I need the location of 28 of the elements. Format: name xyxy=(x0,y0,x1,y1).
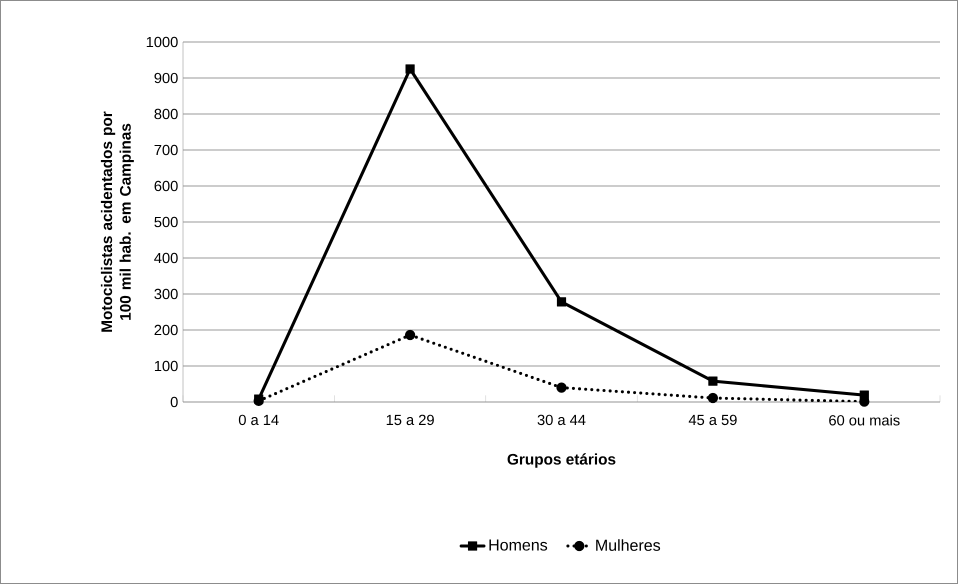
y-tick-label: 600 xyxy=(154,180,178,192)
point xyxy=(404,330,416,340)
y-tick-label: 400 xyxy=(154,252,178,264)
point xyxy=(860,390,869,400)
y-tick-label: 900 xyxy=(154,72,178,84)
point xyxy=(708,392,718,404)
y-axis-title: Motociclistas acidentados por 100 mil hab. em Campinas xyxy=(100,111,134,332)
y-tick-label: 700 xyxy=(154,144,178,156)
x-tick-label: 30 a 44 xyxy=(538,414,586,426)
y-tick-label: 800 xyxy=(154,108,178,120)
point xyxy=(708,376,718,386)
legend-label: Mulheres xyxy=(596,539,660,551)
point xyxy=(406,64,415,74)
x-tick-label: 0 a 14 xyxy=(238,414,279,426)
x-tick-label: 60 ou mais xyxy=(829,414,900,426)
point xyxy=(556,382,567,393)
y-tick-label: 500 xyxy=(154,216,178,228)
point xyxy=(254,394,264,404)
y-tick-label: 1000 xyxy=(146,36,178,48)
y-tick-label: 300 xyxy=(154,288,178,300)
y-tick-label: 200 xyxy=(154,324,178,336)
x-axis-title: Grupos etários xyxy=(508,453,616,468)
x-tick-label: 45 a 59 xyxy=(688,414,737,426)
y-tick-label: 100 xyxy=(154,360,178,372)
y-tick-label: 0 xyxy=(170,396,178,408)
legend-label: Homens xyxy=(489,539,548,551)
point xyxy=(556,297,566,307)
x-tick-label: 15 a 29 xyxy=(386,414,434,426)
